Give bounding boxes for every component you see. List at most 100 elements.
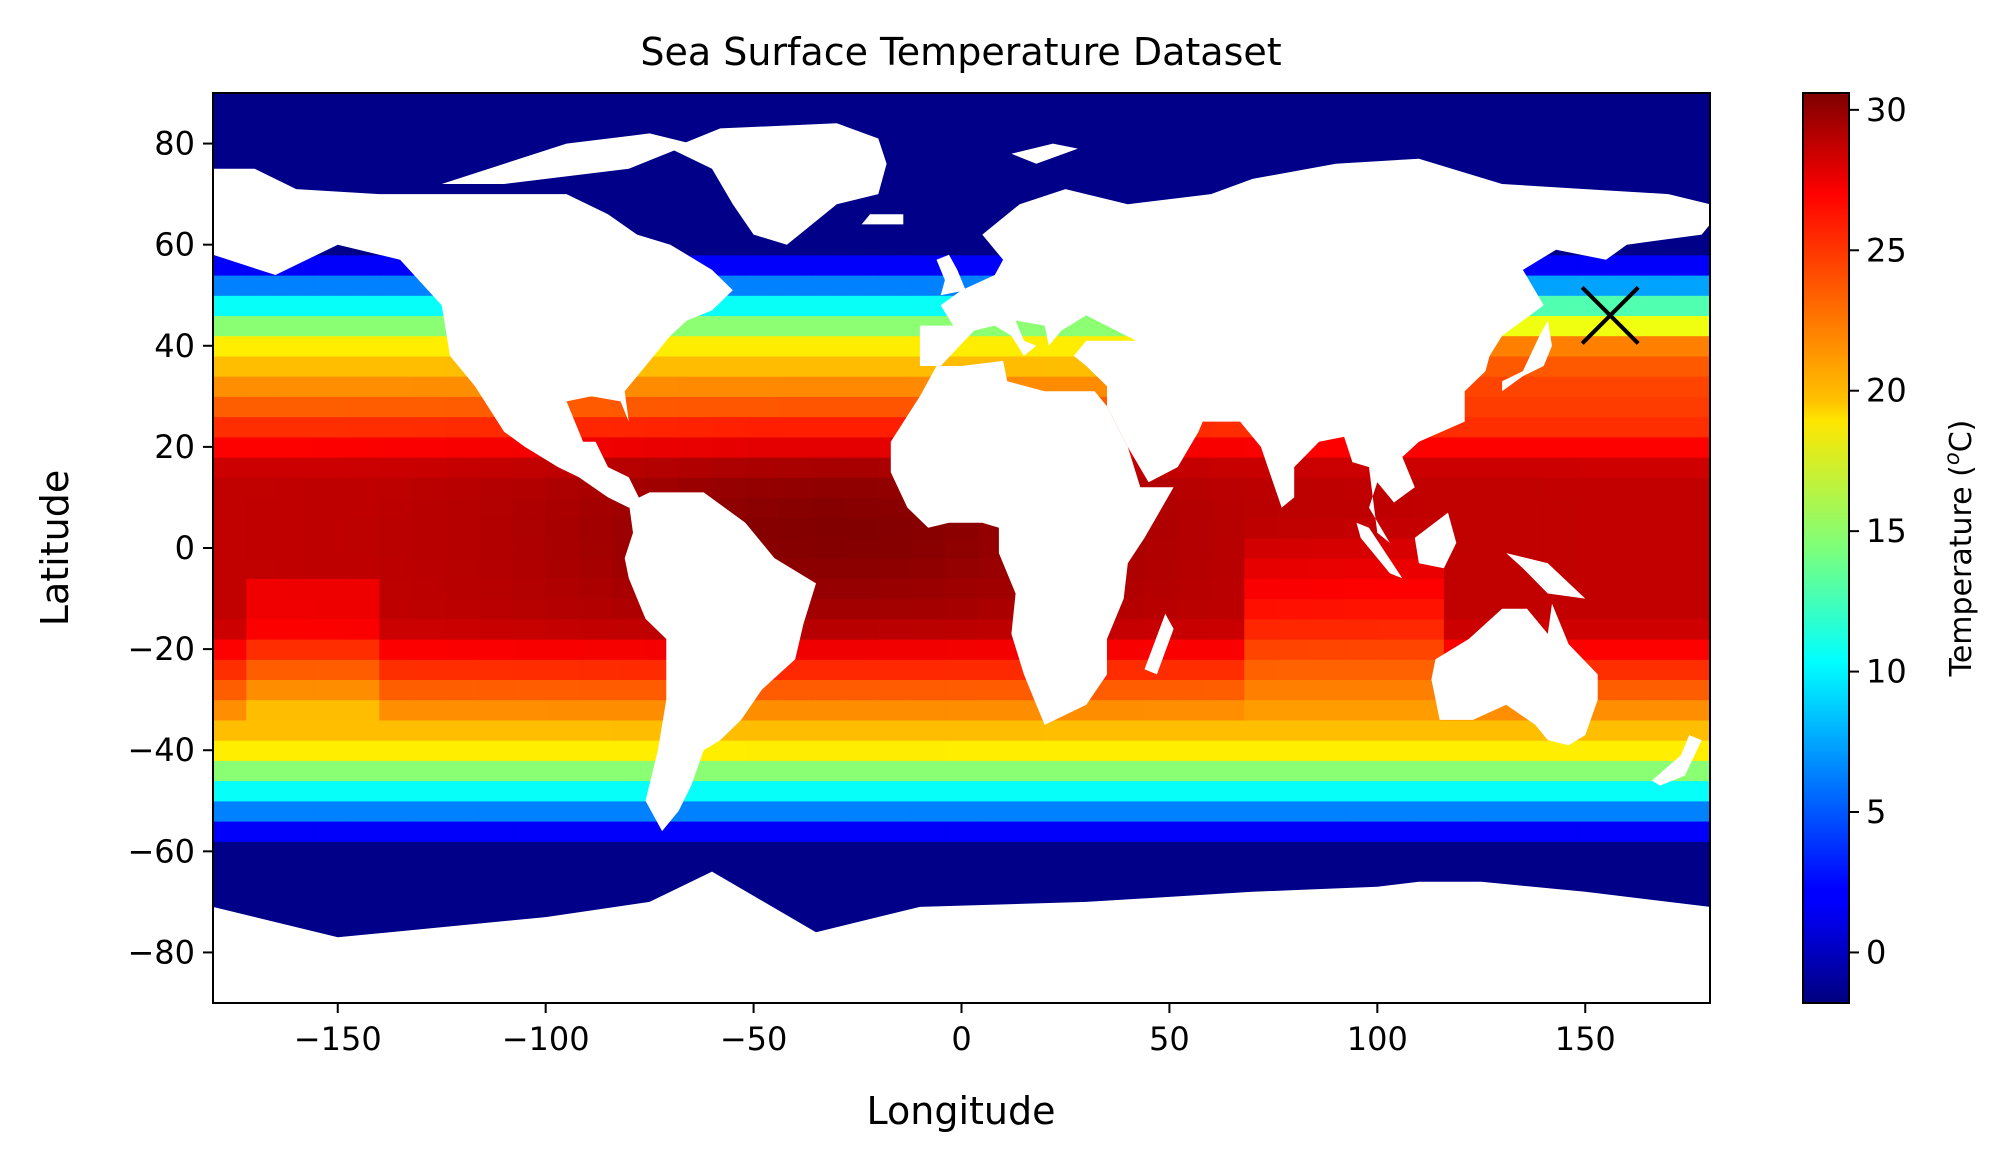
- heatmap-cell: [312, 396, 347, 418]
- heatmap-cell: [1177, 173, 1212, 195]
- heatmap-cell: [1044, 881, 1079, 903]
- heatmap-cell: [1610, 719, 1645, 741]
- heatmap-cell: [1510, 153, 1545, 175]
- heatmap-cell: [1211, 618, 1245, 640]
- heatmap-cell: [1410, 133, 1445, 155]
- heatmap-cell: [412, 173, 447, 195]
- heatmap-cell: [1610, 153, 1645, 175]
- heatmap-cell: [213, 659, 247, 680]
- heatmap-cell: [279, 396, 314, 418]
- heatmap-cell: [379, 477, 414, 498]
- colorbar-tick-label: 0: [1866, 933, 1886, 971]
- heatmap-cell: [412, 315, 447, 337]
- heatmap-cell: [1044, 740, 1079, 761]
- land-australia: [1431, 603, 1598, 746]
- heatmap-cell: [1211, 578, 1245, 600]
- heatmap-cell: [445, 659, 480, 680]
- heatmap-cell: [1211, 719, 1245, 741]
- heatmap-cell: [1576, 760, 1611, 782]
- x-tick-label: 0: [951, 1020, 971, 1058]
- heatmap-cell: [612, 436, 647, 458]
- heatmap-cell: [412, 780, 447, 802]
- heatmap-cell: [1077, 719, 1112, 741]
- colorbar-label: Temperature (oC): [1940, 420, 1979, 678]
- heatmap-cell: [712, 821, 746, 842]
- heatmap-cell: [944, 780, 979, 802]
- heatmap-cell: [1144, 679, 1179, 701]
- heatmap-cell: [1410, 497, 1445, 519]
- heatmap-cell: [1277, 841, 1312, 862]
- heatmap-cell: [279, 355, 314, 377]
- heatmap-cell: [911, 295, 946, 316]
- heatmap-cell: [1543, 841, 1578, 862]
- heatmap-cell: [379, 578, 414, 600]
- heatmap-cell: [412, 699, 447, 721]
- heatmap-cell: [1277, 719, 1312, 741]
- heatmap-cell: [312, 537, 347, 559]
- heatmap-cell: [379, 335, 414, 357]
- heatmap-cell: [545, 173, 580, 195]
- heatmap-cell: [246, 699, 281, 721]
- heatmap-cell: [878, 679, 913, 701]
- heatmap-cell: [811, 780, 846, 802]
- heatmap-cell: [811, 93, 846, 114]
- heatmap-cell: [479, 517, 513, 539]
- heatmap-cell: [346, 821, 380, 842]
- heatmap-cell: [1477, 558, 1511, 579]
- heatmap-cell: [1044, 861, 1079, 883]
- heatmap-cell: [911, 881, 946, 903]
- heatmap-cell: [1576, 436, 1611, 458]
- heatmap-cell: [1144, 800, 1179, 822]
- heatmap-cell: [312, 517, 347, 539]
- heatmap-cell: [878, 841, 913, 862]
- heatmap-cell: [1310, 477, 1345, 498]
- heatmap-cell: [279, 821, 314, 842]
- heatmap-cell: [445, 780, 480, 802]
- heatmap-cell: [1643, 254, 1678, 276]
- x-axis-label: Longitude: [867, 1089, 1056, 1133]
- heatmap-cell: [1477, 740, 1511, 761]
- heatmap-cell: [1676, 497, 1710, 519]
- heatmap-cell: [346, 699, 380, 721]
- heatmap-cell: [612, 113, 647, 134]
- heatmap-cell: [578, 719, 613, 741]
- heatmap-cell: [811, 821, 846, 842]
- heatmap-cell: [412, 639, 447, 660]
- heatmap-cell: [1211, 558, 1245, 579]
- heatmap-cell: [1011, 800, 1046, 822]
- heatmap-cell: [878, 376, 913, 397]
- heatmap-cell: [1177, 719, 1212, 741]
- heatmap-cell: [778, 436, 813, 458]
- heatmap-cell: [612, 618, 647, 640]
- heatmap-cell: [379, 295, 414, 316]
- heatmap-cell: [1510, 780, 1545, 802]
- heatmap-cell: [1077, 800, 1112, 822]
- heatmap-cell: [678, 113, 713, 134]
- heatmap-cell: [312, 153, 347, 175]
- heatmap-cell: [1310, 699, 1345, 721]
- heatmap-cell: [346, 861, 380, 883]
- heatmap-cell: [1543, 315, 1578, 337]
- heatmap-cell: [1310, 679, 1345, 701]
- heatmap-cell: [479, 760, 513, 782]
- heatmap-cell: [878, 740, 913, 761]
- heatmap-cell: [246, 821, 281, 842]
- heatmap-cell: [1576, 93, 1611, 114]
- heatmap-cell: [1610, 315, 1645, 337]
- heatmap-cell: [213, 699, 247, 721]
- heatmap-cell: [1144, 153, 1179, 175]
- heatmap-cell: [878, 153, 913, 175]
- heatmap-cell: [1177, 133, 1212, 155]
- heatmap-cell: [1277, 800, 1312, 822]
- heatmap-cell: [1676, 355, 1710, 377]
- heatmap-cell: [1377, 659, 1412, 680]
- heatmap-cell: [678, 376, 713, 397]
- heatmap-cell: [1211, 477, 1245, 498]
- heatmap-cell: [279, 740, 314, 761]
- heatmap-cell: [1377, 133, 1412, 155]
- heatmap-cell: [1244, 153, 1279, 175]
- heatmap-cell: [312, 679, 347, 701]
- heatmap-cell: [479, 841, 513, 862]
- heatmap-cell: [246, 477, 281, 498]
- heatmap-cell: [545, 578, 580, 600]
